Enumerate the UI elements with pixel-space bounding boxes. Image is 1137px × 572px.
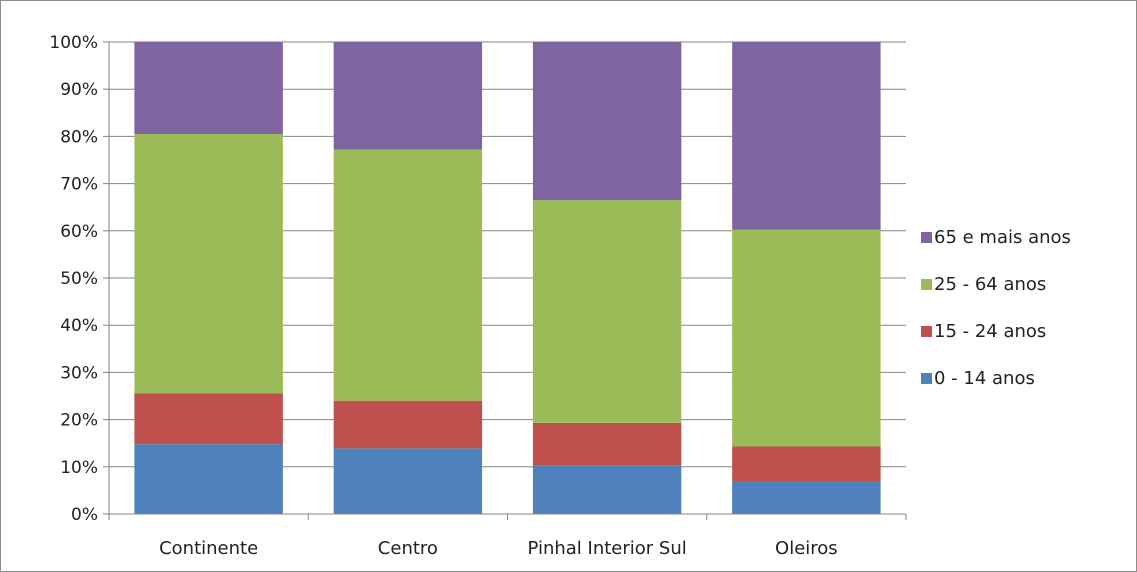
y-tick-label: 90% [60,80,98,100]
bar-segment-centro-3 [333,42,483,150]
bar-segment-oleiros-2 [732,229,881,447]
bar-segment-centro-1 [333,400,483,449]
x-axis-category-labels: Continente Centro Pinhal Interior Sul Oleir… [159,538,838,559]
bar-segment-continente-0 [134,444,283,514]
legend-label: 0 - 14 anos [934,368,1035,389]
y-tick-label: 80% [60,127,98,147]
bar-segment-oleiros-1 [732,446,881,482]
y-tick-label: 20% [60,411,98,431]
bar-segment-oleiros-3 [732,42,881,230]
bar-segment-pinhal-interior-sul-0 [532,465,682,514]
x-category-label: Pinhal Interior Sul [528,538,687,559]
bars [134,42,881,514]
legend-swatch [921,279,932,290]
bar-segment-continente-3 [134,42,283,135]
bar-segment-pinhal-interior-sul-2 [532,200,682,423]
bar-segment-centro-0 [333,448,483,514]
x-category-label: Continente [159,538,258,559]
y-tick-label: 70% [60,175,98,195]
legend-swatch [921,373,932,384]
axes [103,41,907,520]
legend-label: 65 e mais anos [934,227,1071,248]
y-tick-label: 0% [71,505,98,525]
legend-swatch [921,232,932,243]
y-tick-label: 60% [60,222,98,242]
y-tick-label: 50% [60,269,98,289]
bar-segment-oleiros-0 [732,481,881,514]
bar-segment-pinhal-interior-sul-1 [532,422,682,466]
y-tick-label: 10% [60,458,98,478]
legend-label: 25 - 64 anos [934,274,1046,295]
x-category-label: Oleiros [775,538,838,559]
y-tick-label: 30% [60,363,98,383]
y-tick-label: 40% [60,316,98,336]
legend: 65 e mais anos 25 - 64 anos 15 - 24 anos 0 … [921,227,1071,389]
bar-segment-continente-2 [134,134,283,394]
y-tick-label: 100% [49,33,98,53]
bar-segment-centro-2 [333,149,483,401]
y-axis-tick-labels: 0% 10% 20% 30% 40% 50% 60% 70% 80% 90% 100% [49,33,98,525]
legend-swatch [921,326,932,337]
legend-label: 15 - 24 anos [934,321,1046,342]
x-category-label: Centro [378,538,438,559]
bar-segment-pinhal-interior-sul-3 [532,42,682,201]
bar-segment-continente-1 [134,393,283,445]
